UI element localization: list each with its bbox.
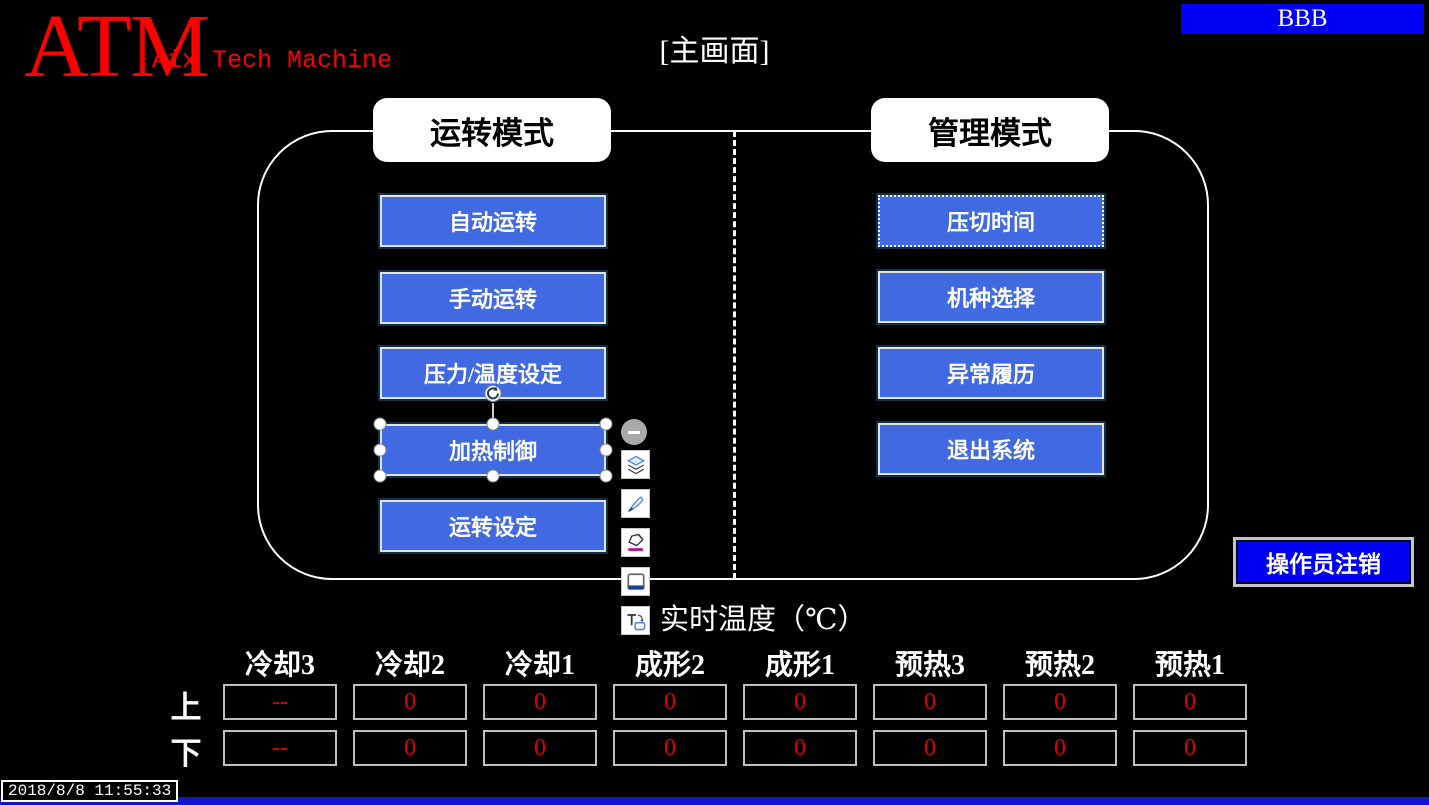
operator-logout-button[interactable]: 操作员注销: [1233, 537, 1414, 587]
row-label-upper: 上: [170, 690, 202, 725]
manual-operation-button[interactable]: 手动运转: [378, 270, 608, 326]
page-title: [主画面]: [659, 35, 770, 68]
temp-cell: 0: [613, 684, 727, 720]
operation-setting-button[interactable]: 运转设定: [378, 498, 608, 554]
temp-cell: 0: [483, 684, 597, 720]
col-header-preheat2: 预热2: [1024, 650, 1095, 681]
temp-cell: 0: [483, 730, 597, 766]
realtime-temperature-label: 实时温度（℃）: [660, 604, 867, 636]
selection-handle-nw[interactable]: [373, 417, 387, 431]
col-header-preheat1: 预热1: [1154, 650, 1225, 681]
pressure-temp-setting-button[interactable]: 压力/温度设定: [378, 345, 608, 401]
col-header-cooling1: 冷却1: [504, 650, 575, 681]
text-convert-icon[interactable]: [621, 606, 650, 635]
operation-mode-header: 运转模式: [373, 98, 611, 162]
pen-icon[interactable]: [621, 489, 650, 518]
selection-handle-w[interactable]: [373, 443, 387, 457]
layers-icon[interactable]: [621, 450, 650, 479]
machine-type-select-button[interactable]: 机种选择: [876, 269, 1106, 325]
center-dashed-divider: [733, 131, 736, 579]
temp-cell: 0: [1133, 730, 1247, 766]
logo-subtitle: Aix Tech Machine: [152, 46, 393, 75]
rotate-handle-icon[interactable]: [484, 385, 502, 408]
temp-cell: 0: [1003, 684, 1117, 720]
col-header-preheat3: 预热3: [894, 650, 965, 681]
temp-cell: --: [223, 730, 337, 766]
temp-cell: 0: [1133, 684, 1247, 720]
temp-cell: 0: [1003, 730, 1117, 766]
temp-cell: 0: [873, 730, 987, 766]
rotation-connector-line: [492, 403, 494, 419]
temp-cell: 0: [873, 684, 987, 720]
frame-border-icon[interactable]: [621, 567, 650, 596]
bbb-button[interactable]: BBB: [1181, 4, 1424, 34]
col-header-cooling3: 冷却3: [244, 650, 315, 681]
management-mode-header: 管理模式: [871, 98, 1109, 162]
bottom-blue-bar: [0, 797, 1429, 805]
row-label-lower: 下: [170, 736, 202, 771]
exit-system-button[interactable]: 退出系统: [876, 421, 1106, 477]
datetime-display: 2018/8/8 11:55:33: [1, 780, 179, 802]
selection-handle-n[interactable]: [486, 417, 500, 431]
press-cut-time-button[interactable]: 压切时间: [876, 193, 1106, 249]
auto-operation-button[interactable]: 自动运转: [378, 193, 608, 249]
col-header-cooling2: 冷却2: [374, 650, 445, 681]
temp-cell: 0: [353, 684, 467, 720]
temp-cell: 0: [613, 730, 727, 766]
abnormal-history-button[interactable]: 异常履历: [876, 345, 1106, 401]
selection-handle-ne[interactable]: [599, 417, 613, 431]
selection-handle-s[interactable]: [486, 469, 500, 483]
temp-cell: 0: [743, 730, 857, 766]
temp-cell: --: [223, 684, 337, 720]
remove-minus-icon[interactable]: [621, 419, 647, 445]
temp-cell: 0: [743, 684, 857, 720]
col-header-forming1: 成形1: [764, 650, 835, 681]
fill-color-icon[interactable]: [621, 528, 650, 557]
heating-control-button[interactable]: 加热制御: [378, 422, 608, 478]
col-header-forming2: 成形2: [634, 650, 705, 681]
logo: ATM: [24, 0, 210, 96]
selection-handle-sw[interactable]: [373, 469, 387, 483]
selection-handle-se[interactable]: [599, 469, 613, 483]
selection-handle-e[interactable]: [599, 443, 613, 457]
temp-cell: 0: [353, 730, 467, 766]
minus-glyph: [628, 430, 640, 434]
